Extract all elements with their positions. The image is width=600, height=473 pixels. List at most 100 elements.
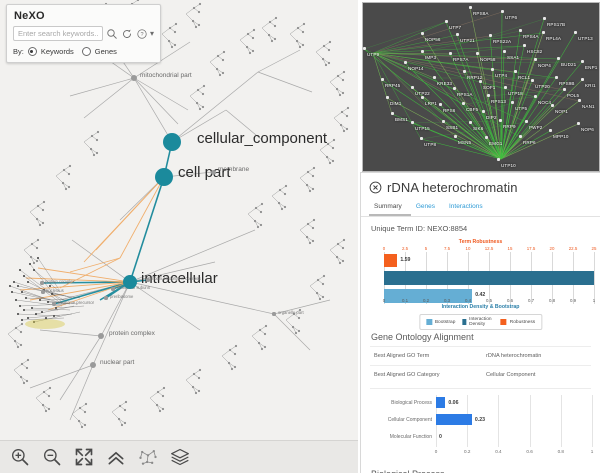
fit-to-screen-icon[interactable] <box>74 447 94 467</box>
gene-node-label[interactable]: RPS9B <box>559 81 575 86</box>
gene-node-label[interactable]: SIK6 <box>473 126 484 131</box>
tree-node-label[interactable]: preribosome <box>110 294 134 299</box>
gene-node-label[interactable]: BUD21 <box>561 62 577 67</box>
ontology-tree-canvas[interactable] <box>0 0 358 440</box>
gene-node[interactable] <box>439 103 442 106</box>
zoom-out-icon[interactable] <box>42 447 62 467</box>
gene-node[interactable] <box>497 158 500 161</box>
view-toolbar[interactable] <box>0 440 358 473</box>
gene-node-label[interactable]: NOP58 <box>480 57 496 62</box>
gene-node-label[interactable]: RPS22A <box>493 39 512 44</box>
help-icon[interactable]: ? <box>136 28 148 40</box>
gene-node[interactable] <box>555 76 558 79</box>
gene-node[interactable] <box>504 86 507 89</box>
gene-node[interactable] <box>456 33 459 36</box>
gene-node[interactable] <box>549 129 552 132</box>
gene-node[interactable] <box>563 88 566 91</box>
close-circle-icon[interactable] <box>369 181 382 194</box>
gene-node[interactable] <box>551 104 554 107</box>
search-row[interactable]: ? ▾ <box>13 26 154 41</box>
gene-node[interactable] <box>363 47 366 50</box>
gene-node-label[interactable]: RRP45 <box>385 83 401 88</box>
gene-node-label[interactable]: NOP4 <box>538 63 551 68</box>
gene-node[interactable] <box>531 79 534 82</box>
tab-genes[interactable]: Genes <box>415 203 435 210</box>
network-icon[interactable] <box>138 447 158 467</box>
gene-node[interactable] <box>503 50 506 53</box>
gene-node[interactable] <box>574 31 577 34</box>
collapse-icon[interactable] <box>106 447 126 467</box>
gene-node-label[interactable]: PWP2 <box>529 125 543 130</box>
tree-node-label[interactable]: protein complex <box>45 279 75 284</box>
gene-node[interactable] <box>487 94 490 97</box>
chevron-down-icon[interactable]: ▾ <box>149 28 154 38</box>
radio-keywords[interactable] <box>27 47 37 56</box>
gene-node-label[interactable]: RPS8A <box>473 11 489 16</box>
gene-node[interactable] <box>420 137 423 140</box>
gene-node-label[interactable]: UTP4 <box>495 73 508 78</box>
gene-node[interactable] <box>534 58 537 61</box>
gene-node-label[interactable]: CBF5 <box>466 107 479 112</box>
gene-node[interactable] <box>391 112 394 115</box>
gene-node-label[interactable]: DIM1 <box>390 101 402 106</box>
gene-node[interactable] <box>523 44 526 47</box>
search-icon[interactable] <box>106 28 118 40</box>
gene-node-label[interactable]: IMP3 <box>425 55 437 60</box>
gene-node[interactable] <box>501 10 504 13</box>
gene-node[interactable] <box>557 57 560 60</box>
gene-node[interactable] <box>479 80 482 83</box>
tree-node-label[interactable]: cell part <box>178 164 231 181</box>
tree-node-label[interactable]: protein complex <box>109 330 155 337</box>
gene-node[interactable] <box>577 122 580 125</box>
gene-node[interactable] <box>482 110 485 113</box>
gene-node[interactable] <box>519 29 522 32</box>
ontology-tree-panel[interactable]: NeXO ? ▾ By: Keywo <box>0 0 358 473</box>
gene-node[interactable] <box>411 86 414 89</box>
term-info-panel[interactable]: rDNA heterochromatin Summary Genes Inter… <box>360 172 600 473</box>
tree-node-dot[interactable] <box>272 312 276 316</box>
tree-node-label[interactable]: mitochondrial part <box>140 72 192 79</box>
gene-node[interactable] <box>469 6 472 9</box>
gene-node[interactable] <box>469 121 472 124</box>
gene-node-label[interactable]: RPS6 <box>443 108 456 113</box>
gene-node[interactable] <box>578 99 581 102</box>
gene-node-label[interactable]: KRI1 <box>585 83 596 88</box>
gene-node-label[interactable]: NOP1 <box>555 109 568 114</box>
gene-node-label[interactable]: UTP13 <box>578 36 593 41</box>
tab-bar[interactable]: Summary Genes Interactions <box>361 199 600 217</box>
gene-node-label[interactable]: RPL4A <box>546 36 562 41</box>
gene-node[interactable] <box>514 70 517 73</box>
tab-summary[interactable]: Summary <box>369 199 411 216</box>
tree-node-dot[interactable] <box>155 168 173 186</box>
gene-node-label[interactable]: NOP56 <box>425 37 441 42</box>
gene-node[interactable] <box>386 96 389 99</box>
gene-node-label[interactable]: NOP14 <box>408 66 424 71</box>
gene-node[interactable] <box>421 96 424 99</box>
gene-node-label[interactable]: RPS13 <box>491 99 507 104</box>
gene-node[interactable] <box>421 32 424 35</box>
gene-node[interactable] <box>442 120 445 123</box>
tree-node-dot[interactable] <box>131 75 137 81</box>
gene-node-label[interactable]: UTP8 <box>424 142 437 147</box>
gene-node[interactable] <box>581 78 584 81</box>
layers-icon[interactable] <box>170 447 190 467</box>
search-card[interactable]: NeXO ? ▾ By: Keywo <box>6 4 161 63</box>
tree-node-dot[interactable] <box>90 362 96 368</box>
gene-node-label[interactable]: NOC4 <box>538 100 552 105</box>
gene-node-label[interactable]: RRP9 <box>503 124 516 129</box>
gene-node-label[interactable]: SOF1 <box>483 85 496 90</box>
tree-node-label[interactable]: ribosome precursor <box>58 300 95 305</box>
gene-node-label[interactable]: UTP22 <box>415 91 430 96</box>
gene-node[interactable] <box>381 78 384 81</box>
gene-node[interactable] <box>421 50 424 53</box>
gene-node-label[interactable]: ENP1 <box>585 65 598 70</box>
tree-node-dot[interactable] <box>40 281 44 285</box>
gene-node[interactable] <box>499 119 502 122</box>
gene-node[interactable] <box>411 121 414 124</box>
gene-node-label[interactable]: SSB1 <box>446 125 459 130</box>
gene-node[interactable] <box>404 61 407 64</box>
gene-network-canvas[interactable] <box>363 3 599 171</box>
gene-node-label[interactable]: RRP6 <box>523 140 536 145</box>
refresh-icon[interactable] <box>121 28 133 40</box>
gene-node[interactable] <box>543 17 546 20</box>
